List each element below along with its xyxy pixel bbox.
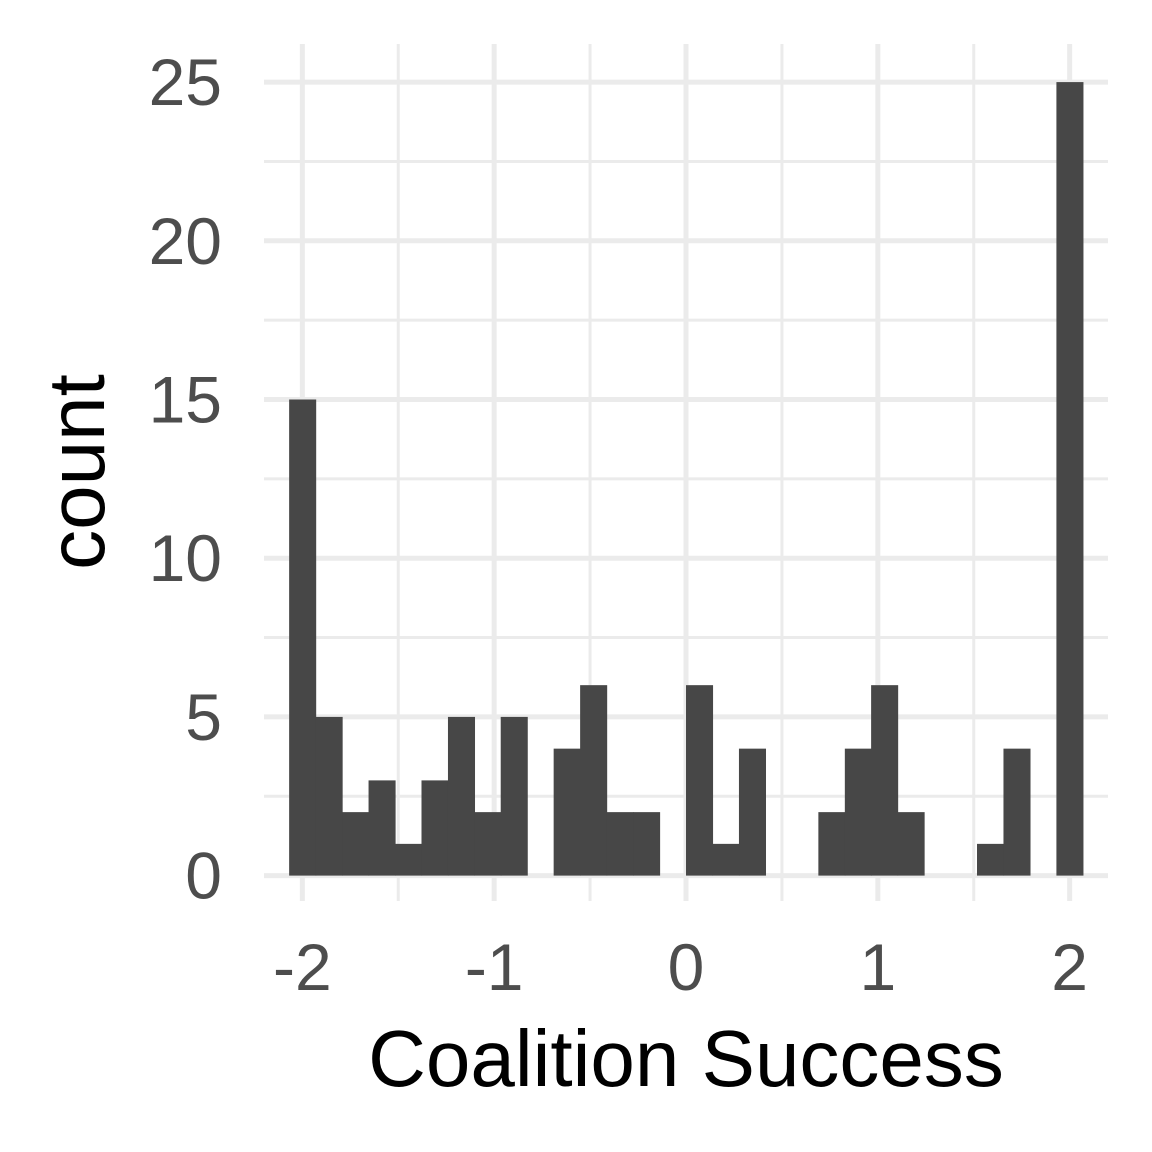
histogram-bar	[1056, 82, 1084, 876]
y-tick-label: 25	[149, 45, 222, 119]
x-axis-tick-labels: -2 -1 0 1 2	[273, 930, 1088, 1004]
histogram-bar	[844, 748, 872, 876]
histogram-bar	[421, 780, 449, 876]
histogram-bar	[315, 716, 343, 876]
y-axis-tick-labels: 0 5 10 15 20 25	[149, 45, 222, 913]
x-tick-label: 2	[1051, 930, 1088, 1004]
histogram-bar	[1003, 748, 1031, 876]
x-tick-label: -1	[465, 930, 524, 1004]
y-tick-label: 0	[185, 839, 222, 913]
histogram-bar	[474, 812, 502, 876]
histogram-bar	[871, 685, 899, 876]
histogram-bar	[897, 812, 925, 876]
x-tick-label: 1	[859, 930, 896, 1004]
y-tick-label: 10	[149, 521, 222, 595]
y-tick-label: 15	[149, 362, 222, 436]
histogram-bar	[500, 716, 528, 876]
histogram-bar	[818, 812, 846, 876]
histogram-bar	[342, 812, 370, 876]
y-axis-title: count	[32, 374, 121, 570]
histogram-bar	[976, 843, 1005, 876]
y-tick-label: 20	[149, 204, 222, 278]
histogram-bar	[633, 812, 661, 876]
y-tick-label: 5	[185, 680, 222, 754]
histogram-bar	[368, 780, 396, 876]
x-axis-title: Coalition Success	[368, 1014, 1004, 1103]
histogram-bar	[580, 685, 608, 876]
histogram-bar	[738, 748, 767, 876]
histogram-bar	[553, 748, 581, 876]
histogram-bar	[712, 843, 740, 876]
histogram-bar	[606, 812, 634, 876]
histogram-bar	[395, 843, 423, 876]
histogram-bar	[289, 399, 317, 876]
major-gridlines-x	[299, 44, 1073, 901]
histogram-bar	[447, 716, 476, 876]
x-tick-label: -2	[273, 930, 332, 1004]
x-tick-label: 0	[668, 930, 705, 1004]
histogram-bar	[686, 685, 714, 876]
histogram-bars	[289, 82, 1084, 876]
